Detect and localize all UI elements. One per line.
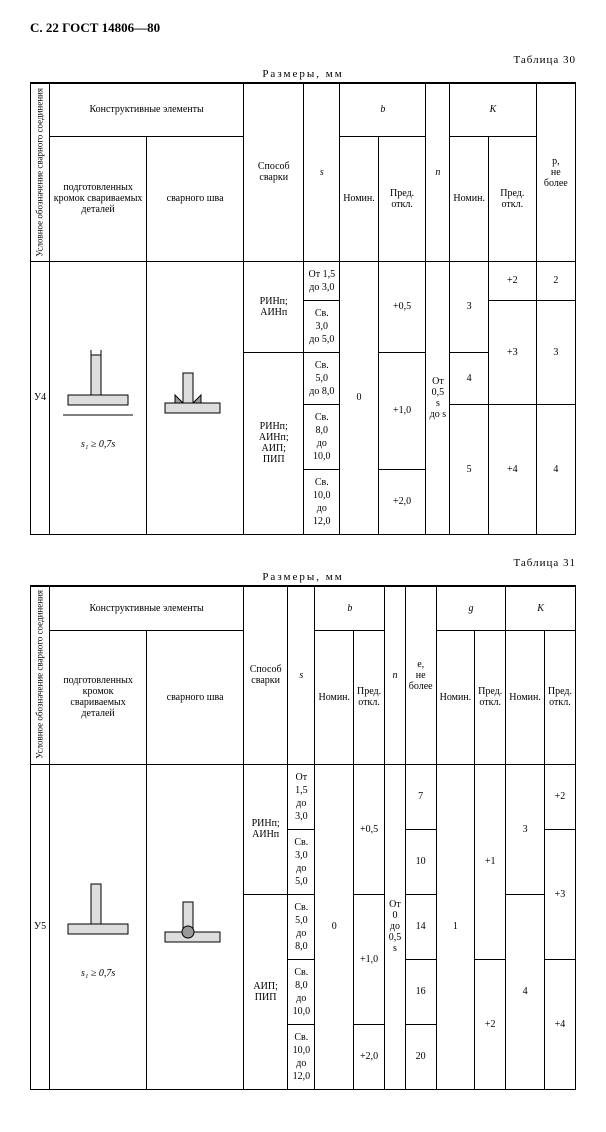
col-n: n xyxy=(385,586,406,764)
e4: 16 xyxy=(405,959,436,1024)
s-r5: Св. 10,0 до 12,0 xyxy=(304,469,340,534)
col-g-nom: Номин. xyxy=(436,630,475,764)
e1: 7 xyxy=(405,764,436,829)
col-p: p, не более xyxy=(536,84,575,262)
b-nom: 0 xyxy=(340,261,379,534)
col-g-dev: Пред. откл. xyxy=(475,630,506,764)
s-r4: Св. 8,0 до 10,0 xyxy=(304,404,340,469)
diagram-edges-svg xyxy=(58,345,138,435)
kd2: +3 xyxy=(488,300,536,404)
page-header: С. 22 ГОСТ 14806—80 xyxy=(30,20,576,36)
col-method: Способ сварки xyxy=(244,84,304,262)
diagram-weld xyxy=(147,764,244,1089)
b-dev3: +2,0 xyxy=(354,1024,385,1089)
p1: 2 xyxy=(536,261,575,300)
diagram-weld-svg xyxy=(155,363,235,433)
b-dev2: +1,0 xyxy=(354,894,385,1024)
col-s: s xyxy=(304,84,340,262)
col-method: Способ сварки xyxy=(244,586,288,764)
k1: 3 xyxy=(506,764,545,894)
p2: 3 xyxy=(536,300,575,404)
s-r3: Св. 5,0 до 8,0 xyxy=(304,352,340,404)
col-g: g xyxy=(436,586,506,630)
table-31: Условное обозначение сварного соединения… xyxy=(30,586,576,1090)
col-edges: подготовленных кромок свариваемых детале… xyxy=(50,630,147,764)
col-struct: Конструктивные элементы xyxy=(50,586,244,630)
col-dev: Пред. откл. xyxy=(354,630,385,764)
s-r4: Св. 8,0 до 10,0 xyxy=(288,959,315,1024)
diagram-edges-svg xyxy=(58,874,138,964)
s-r1: От 1,5 до 3,0 xyxy=(288,764,315,829)
e5: 20 xyxy=(405,1024,436,1089)
col-nom: Номин. xyxy=(340,136,379,261)
col-k-nom: Номин. xyxy=(506,630,545,764)
kd3: +4 xyxy=(488,404,536,534)
n-val: От 0,5 s до s xyxy=(426,261,450,534)
s-r3: Св. 5,0 до 8,0 xyxy=(288,894,315,959)
g-nom: 1 xyxy=(436,764,475,1089)
k1: 3 xyxy=(450,261,489,352)
col-nom: Номин. xyxy=(315,630,354,764)
s-r2: Св. 3,0 до 5,0 xyxy=(288,829,315,894)
col-s: s xyxy=(288,586,315,764)
code-cell: У4 xyxy=(31,261,50,534)
method-2: РИНп; АИНп; АИП; ПИП xyxy=(244,352,304,534)
kd1: +2 xyxy=(544,764,575,829)
col-K: K xyxy=(450,84,536,137)
diagram-edges: s₁ ≥ 0,7s xyxy=(50,261,147,534)
col-K: K xyxy=(506,586,576,630)
k3: 5 xyxy=(450,404,489,534)
method-1: РИНп; АИНп xyxy=(244,261,304,352)
col-k-nom: Номин. xyxy=(450,136,489,261)
col-n: n xyxy=(426,84,450,262)
k2: 4 xyxy=(506,894,545,1089)
gd1: +1 xyxy=(475,764,506,959)
gd2: +2 xyxy=(475,959,506,1089)
table30-label: Таблица 30 xyxy=(30,54,576,66)
code-cell: У5 xyxy=(31,764,50,1089)
b-nom: 0 xyxy=(315,764,354,1089)
method-2: АИП; ПИП xyxy=(244,894,288,1089)
table-30: Условное обозначение сварного соединения… xyxy=(30,83,576,535)
col-k-dev: Пред. откл. xyxy=(544,630,575,764)
col-obozn: Условное обозначение сварного соединения xyxy=(31,586,50,764)
method-1: РИНп; АИНп xyxy=(244,764,288,894)
e3: 14 xyxy=(405,894,436,959)
col-k-dev: Пред. откл. xyxy=(488,136,536,261)
diagram-edges: s₁ ≥ 0,7s xyxy=(50,764,147,1089)
col-struct: Конструктивные элементы xyxy=(50,84,244,137)
col-obozn: Условное обозначение сварного соединения xyxy=(31,84,50,262)
kd2: +3 xyxy=(544,829,575,959)
table31-label: Таблица 31 xyxy=(30,557,576,569)
col-weld: сварного шва xyxy=(147,136,244,261)
kd3: +4 xyxy=(544,959,575,1089)
diagram-weld-svg xyxy=(155,892,235,962)
p3: 4 xyxy=(536,404,575,534)
b-dev1: +0,5 xyxy=(354,764,385,894)
k2: 4 xyxy=(450,352,489,404)
col-weld: сварного шва xyxy=(147,630,244,764)
col-edges: подготовленных кромок свариваемых детале… xyxy=(50,136,147,261)
s-r1: От 1,5 до 3,0 xyxy=(304,261,340,300)
note: s₁ ≥ 0,7s xyxy=(53,439,143,450)
dimensions-label-2: Размеры, мм xyxy=(30,571,576,586)
col-b: b xyxy=(315,586,385,630)
b-dev3: +2,0 xyxy=(378,469,426,534)
kd1: +2 xyxy=(488,261,536,300)
col-e: e, не более xyxy=(405,586,436,764)
diagram-weld xyxy=(147,261,244,534)
n-val: От 0 до 0,5 s xyxy=(385,764,406,1089)
e2: 10 xyxy=(405,829,436,894)
s-r2: Св. 3,0 до 5,0 xyxy=(304,300,340,352)
s-r5: Св. 10,0 до 12,0 xyxy=(288,1024,315,1089)
b-dev2: +1,0 xyxy=(378,352,426,469)
b-dev1: +0,5 xyxy=(378,261,426,352)
dimensions-label: Размеры, мм xyxy=(30,68,576,83)
note: s₁ ≥ 0,7s xyxy=(53,968,143,979)
col-b: b xyxy=(340,84,426,137)
col-dev: Пред. откл. xyxy=(378,136,426,261)
